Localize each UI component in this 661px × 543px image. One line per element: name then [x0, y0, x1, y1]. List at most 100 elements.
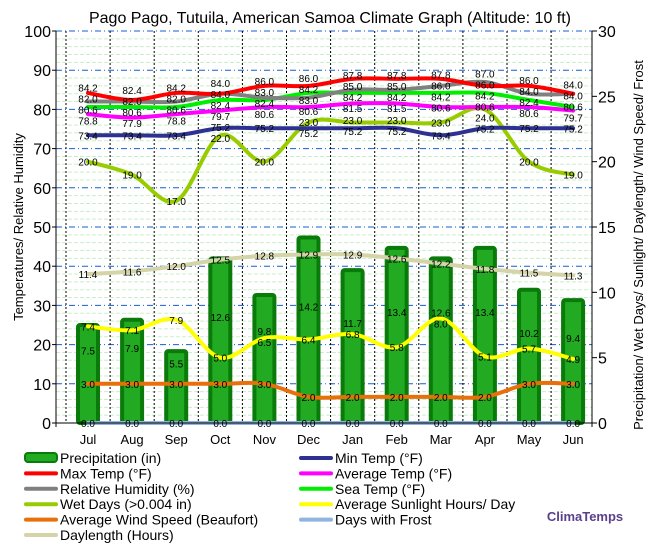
- y-tick-label: 70: [33, 142, 51, 159]
- data-label: 12.8: [255, 252, 275, 263]
- data-label: 12.5: [211, 256, 231, 267]
- x-tick-label: Nov: [253, 432, 277, 447]
- y2-tick-label: 20: [598, 155, 616, 172]
- data-label: 3.0: [81, 380, 95, 391]
- legend-label: Average Wind Speed (Beaufort): [60, 512, 258, 528]
- data-label: 0.0: [434, 419, 448, 430]
- data-label: 17.0: [166, 197, 186, 208]
- data-label: 81.5: [387, 104, 407, 115]
- series-line-max-temp-f: [86, 76, 576, 102]
- data-label: 14.2: [299, 303, 319, 314]
- data-label: 80.6: [299, 107, 319, 118]
- data-label: 2.0: [478, 393, 492, 404]
- legend-swatch: [24, 452, 58, 463]
- data-label: 0.0: [390, 419, 404, 430]
- data-label: 0.0: [478, 419, 492, 430]
- data-label: 11.5: [520, 269, 539, 280]
- data-label: 7.5: [81, 346, 95, 357]
- legend: Precipitation (in) Min Temp (°F) Max Temp …: [24, 450, 515, 543]
- precipitation-bars: [76, 235, 586, 426]
- y2-tick-label: 15: [598, 220, 616, 237]
- data-label: 82.4: [255, 99, 275, 110]
- data-label: 0.0: [257, 419, 271, 430]
- axes: 0 10 20 30 40 50 60 70 80 90 100 0 5 10 15 20 25 30 Jul Aug…: [24, 24, 616, 447]
- y-tick-label: 40: [33, 259, 51, 276]
- y2-tick-label: 0: [598, 416, 607, 433]
- data-label: 73.4: [166, 131, 186, 142]
- data-label: 3.0: [213, 380, 227, 391]
- x-tick-label: Aug: [121, 432, 144, 447]
- data-label: 2.0: [434, 393, 448, 404]
- data-label: 22.0: [211, 134, 231, 145]
- data-label: 7.1: [125, 326, 139, 337]
- data-labels: 7.5 7.9 5.5 12.6 9.8 14.2 11.7 13.4 12.6 13.4 10.2…: [78, 69, 583, 430]
- data-label: 19.0: [122, 171, 142, 182]
- series-line-average-temp-f: [86, 101, 576, 120]
- data-label: 80.6: [122, 108, 142, 119]
- data-label: 23.0: [343, 116, 363, 127]
- data-label: 12.9: [299, 250, 319, 261]
- data-label: 77.9: [122, 119, 142, 130]
- y-axis-label: Temperatures/ Relative Humidity: [11, 133, 26, 321]
- data-label: 3.0: [125, 380, 139, 391]
- data-label: 0.0: [81, 419, 95, 430]
- data-label: 80.6: [475, 102, 495, 113]
- data-label: 13.4: [387, 308, 407, 319]
- data-label: 12.2: [431, 260, 451, 271]
- y-tick-label: 90: [33, 63, 51, 80]
- precipitation-bar: [252, 292, 277, 425]
- data-label: 75.2: [343, 127, 363, 138]
- data-label: 20.0: [519, 158, 539, 169]
- data-label: 86.0: [431, 82, 451, 93]
- data-label: 3.0: [522, 380, 536, 391]
- series-line-wet-days-0-004-in: [86, 106, 576, 204]
- precipitation-bar: [76, 323, 100, 425]
- data-label: 75.2: [475, 124, 495, 135]
- data-label: 0.0: [169, 419, 183, 430]
- legend-label: Min Temp (°F): [335, 450, 423, 466]
- legend-label: Average Sunlight Hours/ Day: [335, 496, 515, 512]
- data-label: 84.2: [166, 83, 186, 94]
- data-label: 84.2: [78, 83, 98, 94]
- data-label: 75.2: [387, 127, 407, 138]
- legend-label: Precipitation (in): [60, 450, 161, 466]
- data-label: 7.9: [169, 316, 183, 327]
- data-label: 5.7: [522, 345, 536, 356]
- y2-tick-label: 5: [598, 351, 607, 368]
- data-label: 87.8: [431, 71, 451, 82]
- data-label: 0.0: [522, 419, 536, 430]
- legend-label: Average Temp (°F): [335, 465, 452, 481]
- y-tick-label: 60: [33, 181, 51, 198]
- data-label: 86.0: [475, 80, 495, 91]
- data-label: 73.4: [122, 131, 142, 142]
- data-label: 23.0: [387, 116, 407, 127]
- y2-axis-label: Precipitation/ Wet Days/ Sunlight/ Dayle…: [631, 60, 646, 430]
- x-tick-label: May: [517, 432, 542, 447]
- data-label: 6.8: [346, 330, 360, 341]
- data-label: 84.2: [387, 93, 407, 104]
- data-label: 82.0: [166, 94, 186, 105]
- data-label: 75.2: [299, 129, 319, 140]
- x-tick-label: Jan: [342, 432, 363, 447]
- data-label: 75.2: [563, 125, 583, 136]
- data-label: 84.2: [343, 93, 363, 104]
- data-label: 5.5: [169, 360, 183, 371]
- data-label: 75.2: [519, 124, 539, 135]
- data-label: 0.0: [125, 419, 139, 430]
- x-tick-label: Sep: [165, 432, 188, 447]
- data-label: 8.0: [434, 319, 448, 330]
- data-label: 83.0: [255, 88, 275, 99]
- data-label: 6.5: [257, 338, 271, 349]
- data-label: 0.0: [213, 419, 227, 430]
- data-label: 12.6: [431, 308, 451, 319]
- legend-label: Max Temp (°F): [60, 465, 152, 481]
- data-label: 73.4: [431, 131, 451, 142]
- data-label: 85.0: [343, 82, 363, 93]
- data-label: 11.8: [476, 265, 495, 276]
- x-tick-label: Dec: [297, 432, 321, 447]
- data-label: 11.3: [564, 271, 583, 282]
- series-line-relative-humidity: [86, 79, 576, 105]
- y2-tick-label: 10: [598, 285, 616, 302]
- data-label: 86.0: [299, 74, 319, 85]
